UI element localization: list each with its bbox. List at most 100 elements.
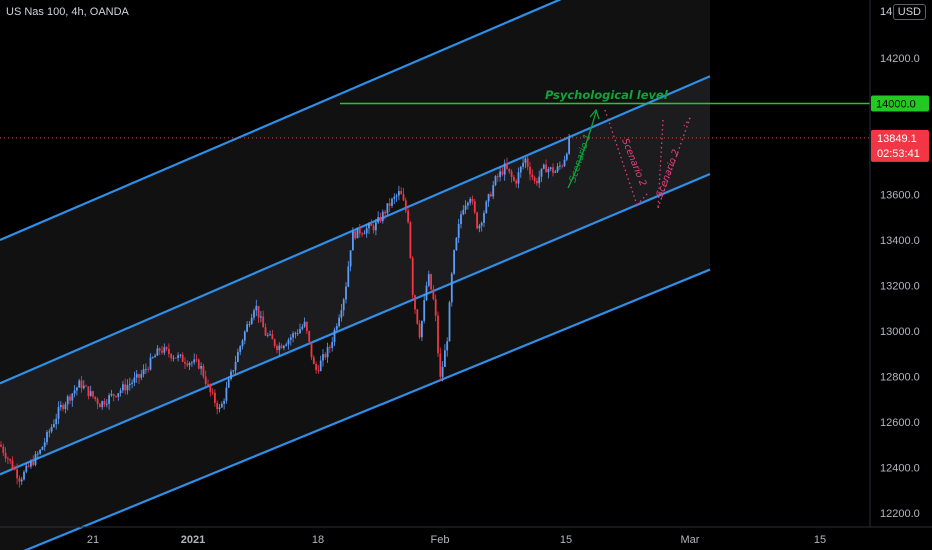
candle-body	[255, 305, 258, 311]
candle-body	[283, 345, 285, 349]
candle-body	[241, 340, 244, 347]
time-axis[interactable]: 21 2021 18 Feb 15 Mar 15	[87, 534, 826, 546]
candle-body	[467, 202, 469, 206]
price-axis-tick: 13600.0	[880, 190, 920, 202]
candle-body	[515, 180, 518, 184]
candle-body	[158, 348, 161, 351]
candle-body	[329, 347, 331, 348]
candle-body	[108, 395, 110, 404]
candle-body	[494, 176, 497, 186]
candle-body	[197, 359, 200, 369]
candle-body	[191, 362, 193, 364]
candle-body	[57, 407, 60, 419]
candle-body	[82, 385, 85, 389]
candle-body	[200, 365, 202, 369]
price-axis-tick: 13400.0	[880, 235, 920, 247]
channel-rail-lower[interactable]	[0, 268, 711, 550]
currency-button[interactable]: USD	[892, 4, 926, 20]
candle-body	[273, 339, 276, 346]
candle-body	[46, 432, 48, 443]
candle-body	[450, 273, 453, 303]
candle-body	[20, 479, 23, 482]
candle-body	[110, 393, 113, 396]
candle-body	[168, 349, 170, 355]
candle-body	[536, 180, 538, 184]
candle-body	[416, 309, 419, 324]
candle-body	[485, 201, 488, 213]
candle-body	[165, 347, 168, 350]
candle-body	[232, 370, 235, 372]
time-axis-tick: Mar	[681, 534, 700, 546]
time-axis-tick: Feb	[431, 534, 450, 546]
candle-body	[499, 171, 501, 177]
candle-body	[161, 350, 163, 353]
candle-body	[280, 345, 283, 349]
candle-body	[363, 233, 366, 235]
price-axis-tick: 13200.0	[880, 281, 920, 293]
candle-body	[554, 171, 557, 173]
price-axis[interactable]: 12200.0 12400.0 12600.0 12800.0 13000.0 13200…	[880, 53, 920, 520]
candle-body	[529, 166, 531, 175]
channel-rail-mid-lower[interactable]	[0, 173, 711, 476]
candle-body	[317, 370, 320, 371]
candle-body	[393, 196, 396, 199]
candle-body	[538, 176, 541, 184]
channel-rail-upper[interactable]	[0, 0, 710, 242]
price-axis-tick: 12800.0	[880, 372, 920, 384]
candle-body	[324, 354, 327, 358]
candle-body	[253, 310, 255, 318]
symbol-title[interactable]: US Nas 100, 4h, OANDA	[6, 6, 129, 18]
candle-body	[446, 341, 449, 351]
candle-body	[375, 222, 377, 231]
candle-body	[85, 385, 87, 387]
candle-body	[214, 392, 216, 403]
candle-body	[27, 465, 30, 467]
candle-body	[381, 211, 384, 222]
candle-body	[333, 329, 336, 343]
candle-body	[172, 357, 175, 359]
candle-body	[409, 222, 412, 258]
candle-body	[427, 274, 430, 286]
candle-body	[271, 334, 274, 340]
candle-body	[306, 321, 308, 332]
candle-body	[156, 348, 159, 356]
time-axis-tick: 15	[560, 534, 572, 546]
candle-body	[312, 357, 315, 365]
candle-body	[115, 395, 117, 397]
candle-body	[526, 158, 529, 167]
candle-body	[207, 383, 209, 385]
candle-body	[540, 168, 543, 177]
candle-body	[154, 355, 156, 358]
candle-body	[211, 392, 214, 393]
candle-body	[59, 404, 62, 408]
channel-band-3	[0, 174, 710, 550]
candle-body	[506, 163, 508, 169]
candle-body	[92, 391, 94, 397]
candle-body	[36, 453, 39, 455]
candle-body	[135, 374, 138, 378]
candle-body	[248, 324, 251, 325]
candle-body	[163, 347, 166, 353]
candle-body	[414, 295, 416, 310]
candle-body	[48, 431, 51, 433]
candle-body	[434, 299, 437, 316]
candle-body	[269, 334, 271, 336]
candle-body	[89, 391, 92, 396]
candle-body	[565, 153, 568, 160]
candle-body	[418, 323, 421, 338]
candle-body	[128, 383, 131, 386]
candle-body	[101, 401, 104, 408]
candle-body	[545, 164, 547, 173]
candle-body	[99, 403, 101, 408]
candle-body	[122, 384, 124, 391]
candle-body	[510, 171, 513, 177]
candle-body	[140, 374, 143, 378]
candle-body	[455, 237, 458, 251]
candle-body	[421, 320, 423, 338]
candle-body	[354, 231, 357, 239]
candle-body	[234, 361, 237, 371]
candle-body	[9, 459, 12, 461]
candle-body	[2, 446, 5, 453]
candle-body	[142, 369, 145, 375]
